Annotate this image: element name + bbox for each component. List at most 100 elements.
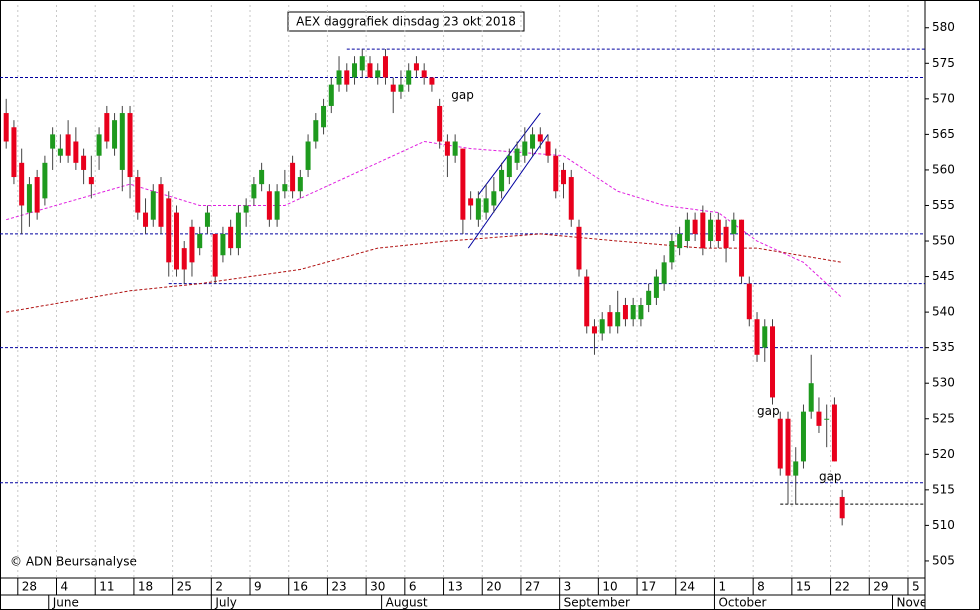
x-tick-label: 27: [525, 580, 540, 594]
x-tick-label: 22: [835, 580, 850, 594]
month-label: July: [214, 596, 237, 610]
candle-body: [352, 63, 358, 78]
candle-body: [785, 418, 791, 476]
candle-body: [57, 148, 63, 156]
candle-body: [220, 233, 226, 256]
candle-body: [808, 383, 814, 412]
y-tick-label: 540: [932, 305, 955, 319]
candle-body: [615, 312, 621, 327]
candle-body: [3, 113, 9, 142]
candle-body: [708, 219, 714, 242]
candle-body: [50, 134, 56, 149]
candle-body: [576, 226, 582, 270]
x-tick-label: 5: [912, 580, 920, 594]
x-tick-label: 18: [138, 580, 153, 594]
candle-body: [530, 134, 536, 149]
x-tick-label: 28: [22, 580, 37, 594]
candle-body: [243, 205, 249, 213]
moving-average: [6, 140, 843, 299]
y-tick-label: 515: [932, 482, 955, 496]
candle-body: [297, 177, 303, 192]
x-tick-label: 16: [293, 580, 308, 594]
x-tick-label: 29: [873, 580, 888, 594]
candle-body: [181, 248, 187, 270]
candle-body: [413, 63, 419, 71]
candle-body: [437, 105, 443, 142]
candle-body: [73, 141, 79, 163]
candle-body: [831, 404, 837, 462]
candle-body: [313, 120, 319, 142]
candle-body: [800, 411, 806, 462]
candle-body: [204, 212, 210, 227]
candle-body: [429, 77, 435, 85]
candle-body: [754, 319, 760, 355]
candle-body: [367, 63, 373, 78]
candle-body: [537, 134, 543, 142]
y-tick-label: 505: [932, 553, 955, 567]
candle-body: [173, 212, 179, 270]
y-tick-label: 550: [932, 234, 955, 248]
candle-body: [119, 113, 125, 170]
y-tick-label: 545: [932, 269, 955, 283]
candle-body: [777, 418, 783, 469]
plot: 28 4 11 18 25 2 9 16 23 30 6 13 20 27 3 10 17 24 1 8 15 22 29 5…: [0, 5, 958, 610]
candle-body: [568, 177, 574, 220]
x-tick-label: 2: [215, 580, 223, 594]
candle-body: [150, 191, 156, 220]
x-tick-label: 9: [254, 580, 262, 594]
x-tick-label: 8: [757, 580, 765, 594]
candle-body: [88, 177, 94, 185]
y-tick-label: 510: [932, 518, 955, 532]
candle-body: [553, 155, 559, 192]
candle-body: [26, 184, 32, 213]
title-box: [287, 11, 525, 32]
candle-body: [112, 120, 118, 149]
candle-body: [344, 70, 350, 85]
candle-body: [266, 191, 272, 220]
candle-body: [444, 141, 450, 156]
y-tick-label: 565: [932, 127, 955, 141]
candle-body: [677, 233, 683, 249]
candle-body: [305, 141, 311, 170]
y-tick-label: 525: [932, 411, 955, 425]
month-label: October: [718, 596, 766, 610]
candle-body: [235, 212, 241, 249]
candle-body: [715, 219, 721, 242]
candle-body: [65, 134, 71, 156]
candle-body: [460, 148, 466, 220]
month-label: November: [896, 596, 958, 610]
candle-body: [166, 198, 172, 263]
candle-body: [290, 162, 296, 192]
candle-body: [669, 241, 675, 263]
x-tick-label: 24: [680, 580, 695, 594]
x-tick-label: 3: [564, 580, 572, 594]
candle-body: [259, 169, 265, 185]
candle-body: [584, 276, 590, 327]
candle-body: [731, 219, 737, 234]
candle-body: [506, 155, 512, 178]
candle-body: [375, 70, 381, 78]
candle-body: [646, 290, 652, 306]
candle-body: [104, 113, 110, 142]
candle-body: [251, 184, 257, 199]
candle-body: [189, 226, 195, 263]
y-tick-label: 570: [932, 91, 955, 105]
candle-body: [684, 219, 690, 242]
candle-body: [359, 56, 365, 71]
candle-body: [746, 283, 752, 320]
candle-body: [19, 162, 25, 206]
candle-body: [127, 113, 133, 178]
candle-body: [135, 177, 141, 213]
candle-body: [421, 70, 427, 78]
candle-body: [839, 496, 845, 519]
x-tick-label: 1: [718, 580, 726, 594]
y-tick-label: 530: [932, 376, 955, 390]
candle-body: [81, 155, 87, 170]
candle-body: [452, 141, 458, 156]
candle-body: [824, 418, 830, 420]
candle-body: [739, 219, 745, 277]
x-tick-label: 20: [486, 580, 501, 594]
candle-body: [591, 326, 597, 334]
